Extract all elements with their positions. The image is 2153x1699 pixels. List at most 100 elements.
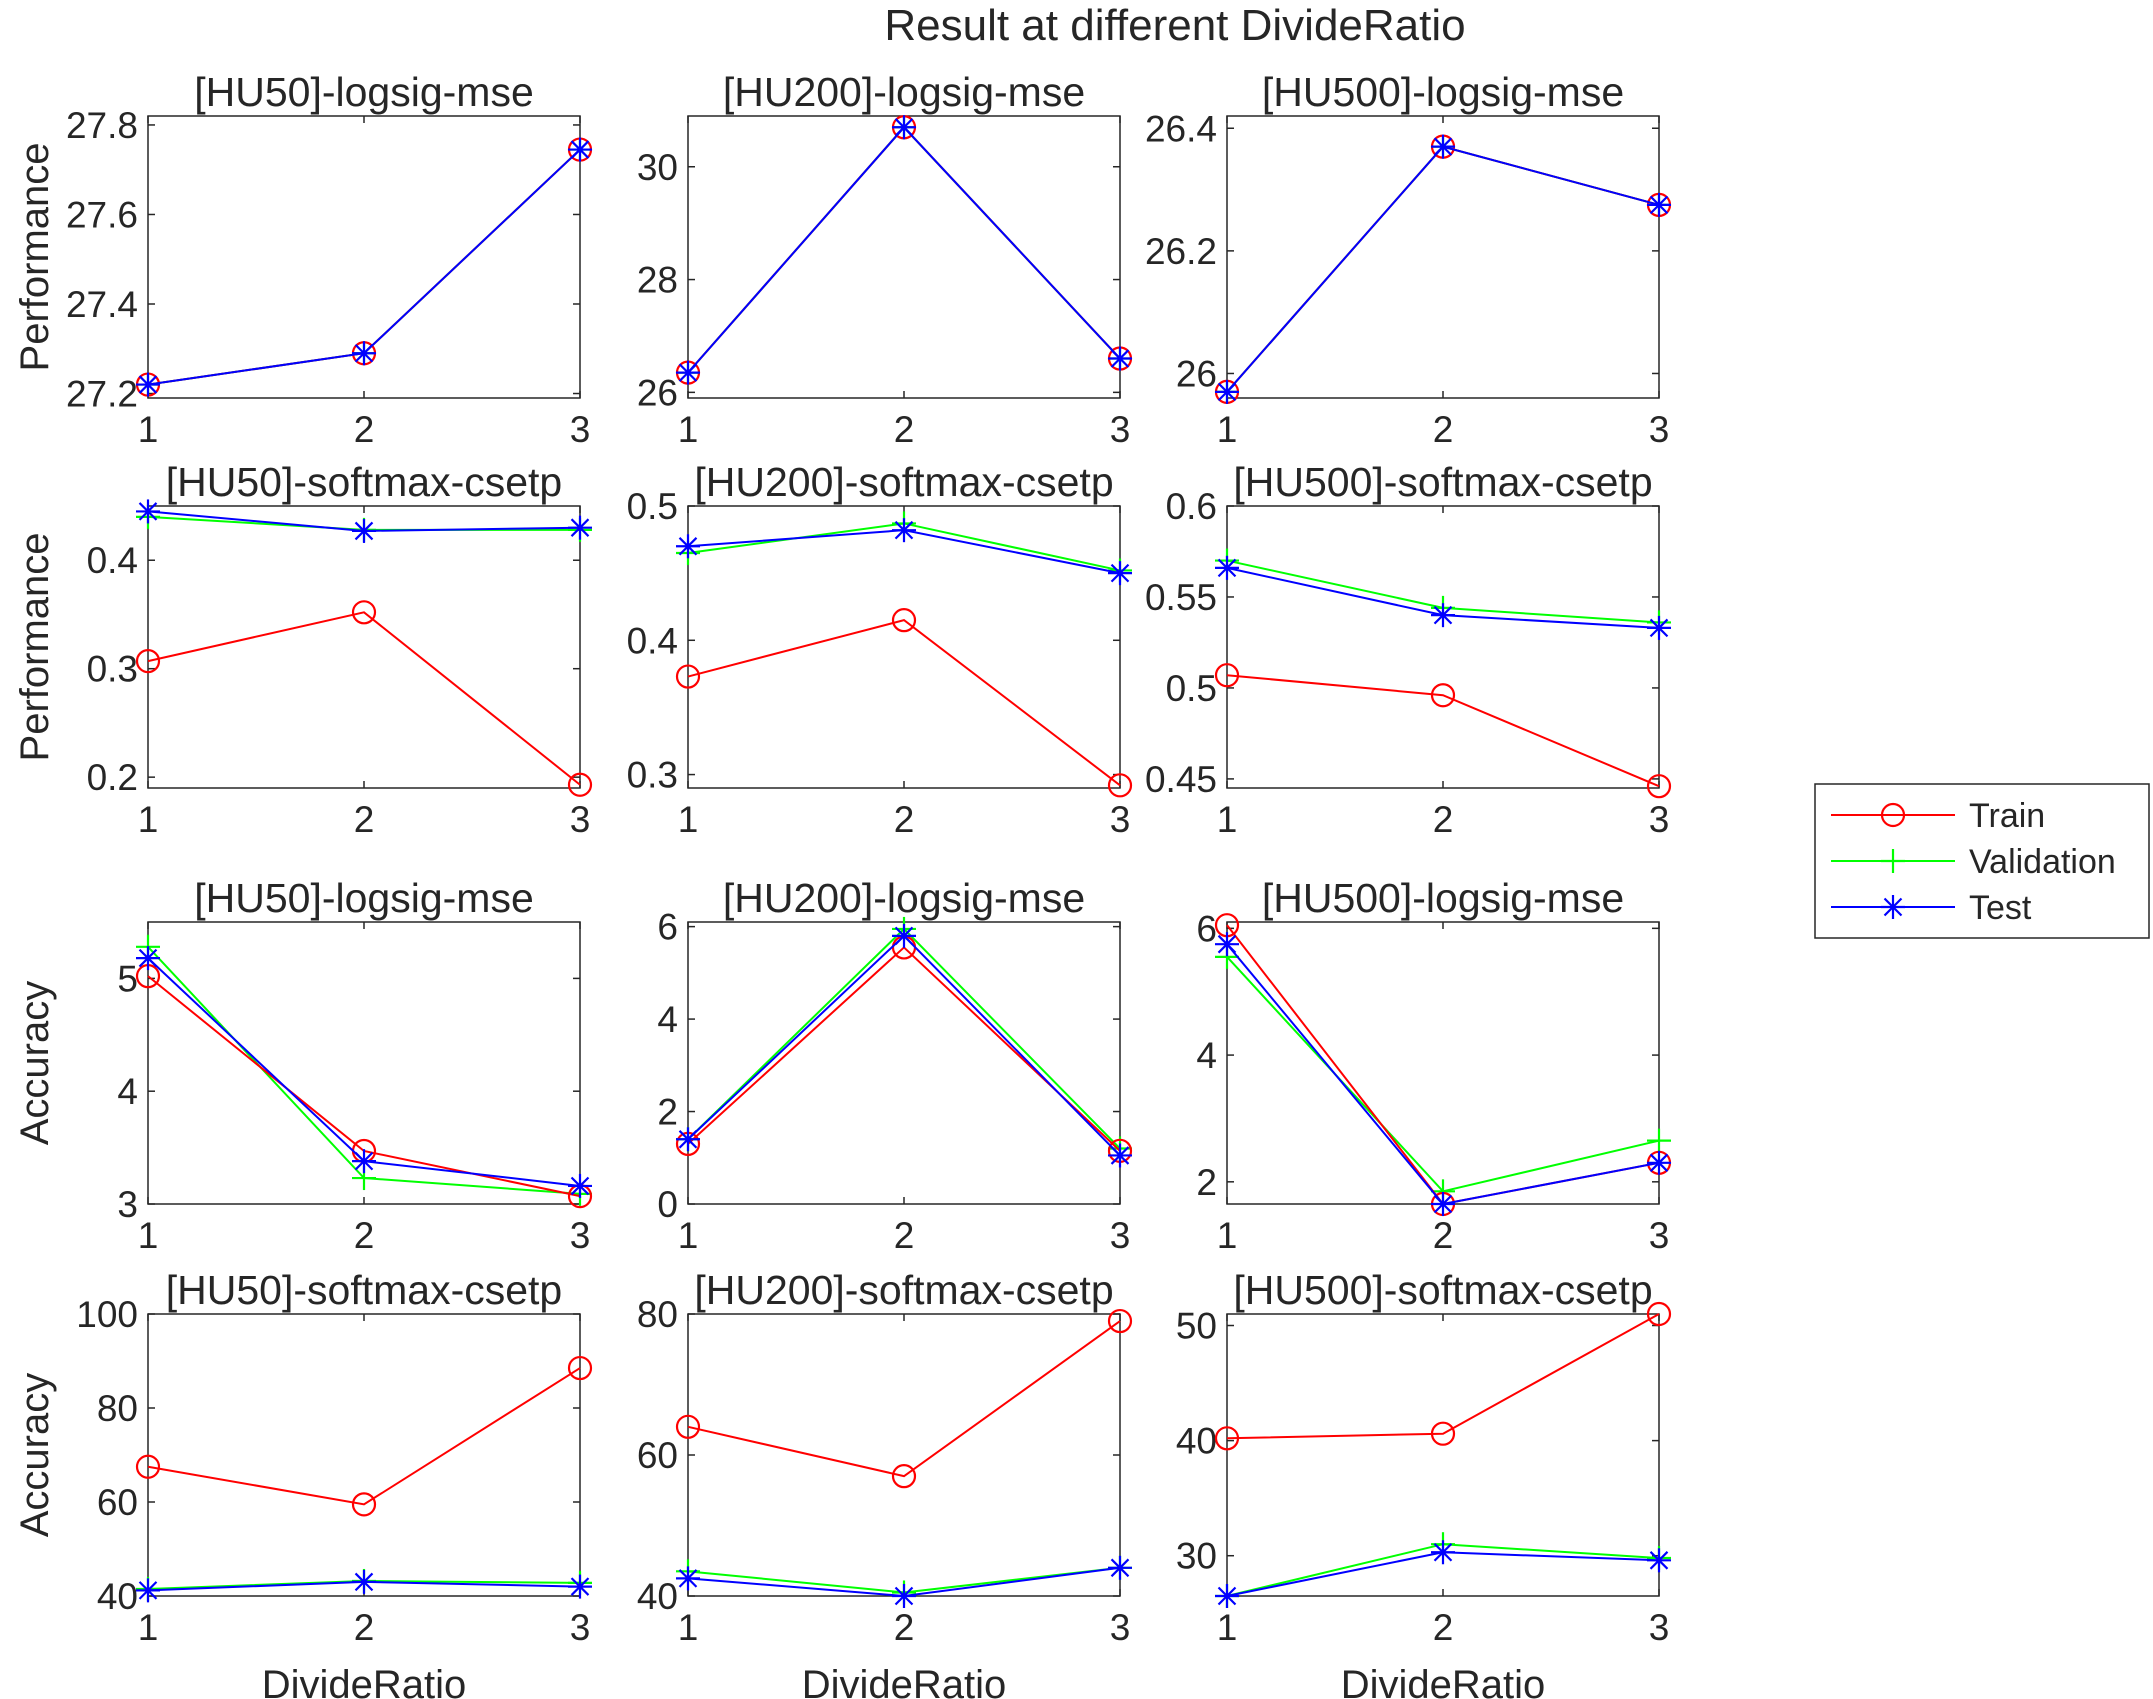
y-tick-label: 40 (97, 1576, 138, 1617)
data-point-train (1214, 1426, 1240, 1451)
y-tick-label: 0.2 (87, 757, 138, 798)
y-tick-label: 6 (1196, 908, 1217, 949)
subplot-title: [HU200]-logsig-mse (723, 69, 1085, 115)
y-tick-label: 0.5 (627, 486, 678, 527)
data-point-train (891, 1464, 917, 1489)
axes-frame (687, 1313, 1121, 1597)
data-point-test (676, 1566, 700, 1591)
legend-entry-validation: Validation (1831, 843, 2116, 881)
subplot-title: [HU200]-logsig-mse (723, 875, 1085, 921)
series-train (1214, 663, 1672, 799)
data-point-test (1215, 379, 1239, 404)
x-tick-label: 2 (1433, 1215, 1454, 1256)
subplot-5: 1 2 3 0.3 0.4 0.5 [HU200]-softmax-csetp (627, 459, 1133, 840)
y-tick-label: 0.4 (87, 540, 138, 581)
subplot-1: 1 2 3 27.2 27.4 27.6 27.8 [HU50]-logsig-mse Perf… (13, 69, 593, 450)
x-tick-label: 1 (678, 409, 699, 450)
y-tick-label: 0.6 (1166, 486, 1217, 527)
series-train (675, 1308, 1133, 1489)
x-tick-label: 2 (894, 799, 915, 840)
axes-frame (1226, 115, 1660, 399)
x-tick-label: 3 (1649, 409, 1670, 450)
y-tick-label: 60 (637, 1435, 678, 1476)
series-test (136, 946, 592, 1198)
x-tick-label: 2 (354, 409, 375, 450)
data-point-train (135, 648, 161, 674)
series-train (675, 608, 1133, 798)
data-point-test (1215, 555, 1239, 580)
subplot-12: 1 2 3 30 40 50 [HU500]-softmax-csetp DivideRati… (1176, 1267, 1672, 1699)
data-point-test (1108, 561, 1132, 586)
data-point-test (1647, 1150, 1671, 1175)
x-tick-label: 3 (570, 409, 591, 450)
data-point-test (1108, 1555, 1132, 1580)
y-tick-label: 0.3 (87, 649, 138, 690)
legend-label: Test (1969, 889, 2032, 927)
series-line-train (1226, 674, 1660, 788)
y-axis-label: Accuracy (13, 1373, 57, 1538)
x-tick-label: 1 (1217, 1215, 1238, 1256)
data-point-train (1214, 663, 1240, 688)
data-point-test (1108, 1143, 1132, 1168)
y-tick-label: 26 (637, 372, 678, 413)
x-tick-label: 2 (1433, 1607, 1454, 1648)
x-axis-label: DivideRatio (802, 1663, 1007, 1699)
x-tick-label: 2 (894, 409, 915, 450)
y-tick-label: 0.45 (1145, 759, 1217, 800)
y-tick-label: 40 (1176, 1421, 1217, 1462)
data-point-test (568, 515, 592, 540)
subplot-title: [HU500]-logsig-mse (1262, 875, 1624, 921)
y-tick-label: 4 (117, 1071, 138, 1112)
series-test (1215, 1540, 1671, 1608)
series-test (676, 518, 1132, 586)
y-axis-label: Performance (13, 533, 57, 762)
subplot-3: 1 2 3 26 26.2 26.4 [HU500]-logsig-mse (1145, 69, 1672, 450)
x-axis-label: DivideRatio (1341, 1663, 1546, 1699)
y-tick-label: 26.2 (1145, 231, 1217, 272)
x-tick-label: 1 (1217, 409, 1238, 450)
data-point-test (1431, 603, 1455, 628)
data-point-train (1107, 1308, 1133, 1334)
x-tick-label: 2 (894, 1215, 915, 1256)
data-point-test (568, 137, 592, 162)
y-axis-label: Performance (13, 143, 57, 372)
series-test (136, 137, 592, 397)
x-tick-label: 1 (138, 409, 159, 450)
x-tick-label: 3 (1649, 799, 1670, 840)
series-train (1214, 1301, 1672, 1451)
series-line-train (687, 1320, 1121, 1478)
x-tick-label: 2 (1433, 409, 1454, 450)
y-tick-label: 80 (97, 1388, 138, 1429)
data-point-test (676, 360, 700, 385)
data-point-test (1647, 615, 1671, 640)
axes-frame (1226, 505, 1660, 789)
data-point-train (675, 1414, 701, 1439)
y-tick-label: 0.5 (1166, 668, 1217, 709)
x-tick-label: 3 (1649, 1607, 1670, 1648)
data-point-test (136, 946, 160, 971)
data-point-train (567, 772, 593, 797)
data-point-test (352, 1149, 376, 1174)
legend-marker (1880, 802, 1906, 828)
y-tick-label: 2 (657, 1092, 678, 1133)
figure-suptitle: Result at different DivideRatio (884, 1, 1465, 50)
series-line-train (147, 1367, 581, 1506)
x-tick-label: 1 (138, 799, 159, 840)
x-tick-label: 1 (1217, 799, 1238, 840)
legend-entry-test: Test (1831, 889, 2032, 927)
x-tick-label: 3 (570, 799, 591, 840)
y-tick-label: 6 (657, 907, 678, 948)
data-point-test (1431, 1192, 1455, 1216)
x-tick-label: 3 (1110, 1607, 1131, 1648)
subplot-11: 1 2 3 40 60 80 [HU200]-softmax-csetp DivideRati… (637, 1267, 1133, 1699)
data-point-test (568, 1574, 592, 1599)
y-tick-label: 27.4 (66, 284, 138, 325)
legend-label: Validation (1969, 843, 2116, 881)
x-tick-label: 1 (678, 799, 699, 840)
subplot-2: 1 2 3 26 28 30 [HU200]-logsig-mse (637, 69, 1133, 450)
series-line-train (1226, 1313, 1660, 1440)
series-train (135, 600, 593, 797)
y-tick-label: 27.6 (66, 194, 138, 235)
y-tick-label: 0.3 (627, 755, 678, 796)
